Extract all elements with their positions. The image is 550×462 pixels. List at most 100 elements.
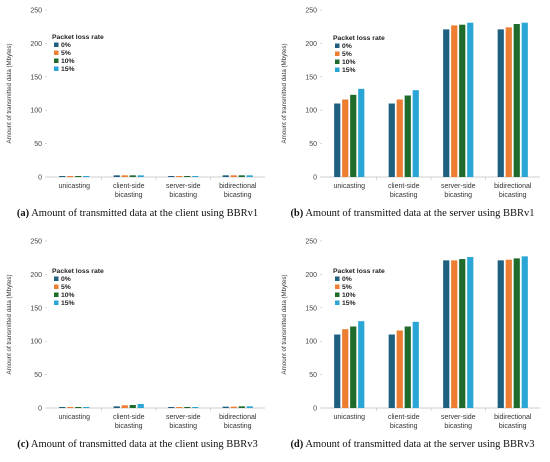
bar-5pct-3 [230, 406, 237, 408]
legend-label: 0% [342, 276, 352, 283]
x-tick-label: bicasting [169, 423, 197, 430]
bar-10pct-3 [238, 406, 245, 408]
legend-swatch [335, 67, 340, 72]
bar-0pct-2 [443, 260, 450, 408]
legend-label: 15% [61, 66, 75, 73]
legend-label: 10% [342, 292, 356, 299]
y-tick-label: 250 [305, 8, 317, 15]
bar-10pct-0 [75, 175, 82, 177]
bar-10pct-0 [350, 94, 357, 177]
y-tick-label: 250 [305, 239, 317, 246]
x-tick-label: unicasting [58, 183, 90, 190]
legend-label: 5% [61, 50, 71, 57]
y-axis-title: Amount of transmitted data (Mbytes) [6, 43, 13, 143]
bar-0pct-0 [334, 334, 341, 408]
y-tick-label: 50 [309, 141, 317, 148]
bar-15pct-0 [83, 175, 90, 177]
y-axis-title: Amount of transmitted data (Mbytes) [6, 274, 13, 374]
x-tick-label: bidirectional [494, 414, 532, 421]
bar-5pct-3 [505, 259, 512, 408]
bar-15pct-1 [412, 90, 419, 177]
bar-10pct-1 [129, 175, 136, 177]
legend-label: 0% [342, 43, 352, 50]
bar-10pct-0 [75, 406, 82, 408]
legend-label: 10% [342, 59, 356, 66]
legend-swatch [335, 300, 340, 305]
legend-swatch [335, 276, 340, 281]
bar-5pct-2 [451, 25, 458, 178]
bar-0pct-2 [168, 175, 175, 177]
bar-10pct-2 [459, 24, 466, 177]
caption-c: (c) Amount of transmitted data at the cl… [0, 439, 275, 450]
y-tick-label: 50 [309, 372, 317, 379]
y-tick-label: 100 [305, 108, 317, 115]
bar-5pct-0 [342, 329, 349, 408]
y-axis-title: Amount of transmitted data (Mbytes) [281, 274, 288, 374]
y-tick-label: 50 [34, 141, 42, 148]
bar-5pct-0 [67, 175, 74, 177]
y-tick-label: 0 [313, 175, 317, 182]
caption-text: Amount of transmitted data at the server… [305, 439, 535, 450]
x-tick-label: bicasting [444, 192, 472, 199]
x-tick-label: bicasting [499, 192, 527, 199]
bar-chart-d: Amount of transmitted data (Mbytes) 0 50 10… [281, 239, 540, 430]
bar-0pct-3 [497, 260, 504, 408]
y-tick-label: 200 [305, 41, 317, 48]
y-tick-label: 0 [313, 406, 317, 413]
x-tick-label: server-side [166, 183, 201, 190]
bar-15pct-2 [467, 257, 474, 408]
y-tick-label: 0 [38, 406, 42, 413]
bar-15pct-0 [358, 88, 365, 177]
legend-swatch [335, 284, 340, 289]
legend-title: Packet loss rate [52, 268, 104, 275]
bar-0pct-1 [388, 334, 395, 408]
bar-15pct-1 [137, 175, 144, 177]
y-tick-label: 100 [305, 339, 317, 346]
y-tick-label: 200 [30, 272, 42, 279]
y-tick-label: 200 [30, 41, 42, 48]
x-tick-label: bicasting [390, 423, 418, 430]
bar-10pct-2 [184, 175, 191, 177]
bar-10pct-1 [404, 95, 411, 177]
y-tick-label: 250 [30, 239, 42, 246]
x-tick-label: unicasting [333, 414, 365, 421]
x-tick-label: unicasting [333, 183, 365, 190]
y-tick-label: 150 [305, 305, 317, 312]
x-tick-label: bicasting [499, 423, 527, 430]
bar-15pct-3 [521, 22, 528, 177]
legend-title: Packet loss rate [333, 35, 385, 42]
bar-5pct-1 [121, 175, 128, 177]
bar-0pct-1 [388, 103, 395, 177]
x-tick-label: bidirectional [219, 414, 257, 421]
legend-swatch [54, 276, 59, 281]
bar-15pct-0 [358, 321, 365, 408]
bar-10pct-0 [350, 326, 357, 408]
chart-panel-b: Amount of transmitted data (Mbytes) 0 50 10… [275, 0, 550, 231]
bar-5pct-2 [176, 175, 183, 177]
x-tick-label: client-side [113, 414, 145, 421]
y-axis-title: Amount of transmitted data (Mbytes) [281, 43, 288, 143]
x-tick-label: bidirectional [494, 183, 532, 190]
y-tick-label: 0 [38, 175, 42, 182]
bar-15pct-2 [192, 175, 199, 177]
caption-text: Amount of transmitted data at the client… [30, 439, 258, 450]
legend-label: 0% [61, 276, 71, 283]
chart-panel-d: Amount of transmitted data (Mbytes) 0 50 10… [275, 231, 550, 462]
bar-0pct-3 [222, 175, 229, 177]
y-tick-label: 150 [30, 305, 42, 312]
x-tick-label: bicasting [224, 423, 252, 430]
bar-15pct-3 [521, 256, 528, 408]
caption-letter: (b) [290, 208, 304, 219]
y-tick-label: 100 [30, 108, 42, 115]
bar-0pct-2 [443, 29, 450, 178]
caption-a: (a) Amount of transmitted data at the cl… [0, 208, 275, 219]
bar-15pct-3 [246, 175, 253, 177]
caption-text: Amount of transmitted data at the server… [305, 208, 535, 219]
bar-5pct-3 [230, 175, 237, 177]
caption-b: (b) Amount of transmitted data at the se… [275, 208, 550, 219]
x-tick-label: bicasting [390, 192, 418, 199]
caption-letter: (a) [16, 208, 30, 219]
chart-panel-c: Amount of transmitted data (Mbytes) 0 50 10… [0, 231, 275, 462]
bar-5pct-1 [121, 405, 128, 408]
bar-0pct-1 [113, 406, 120, 408]
